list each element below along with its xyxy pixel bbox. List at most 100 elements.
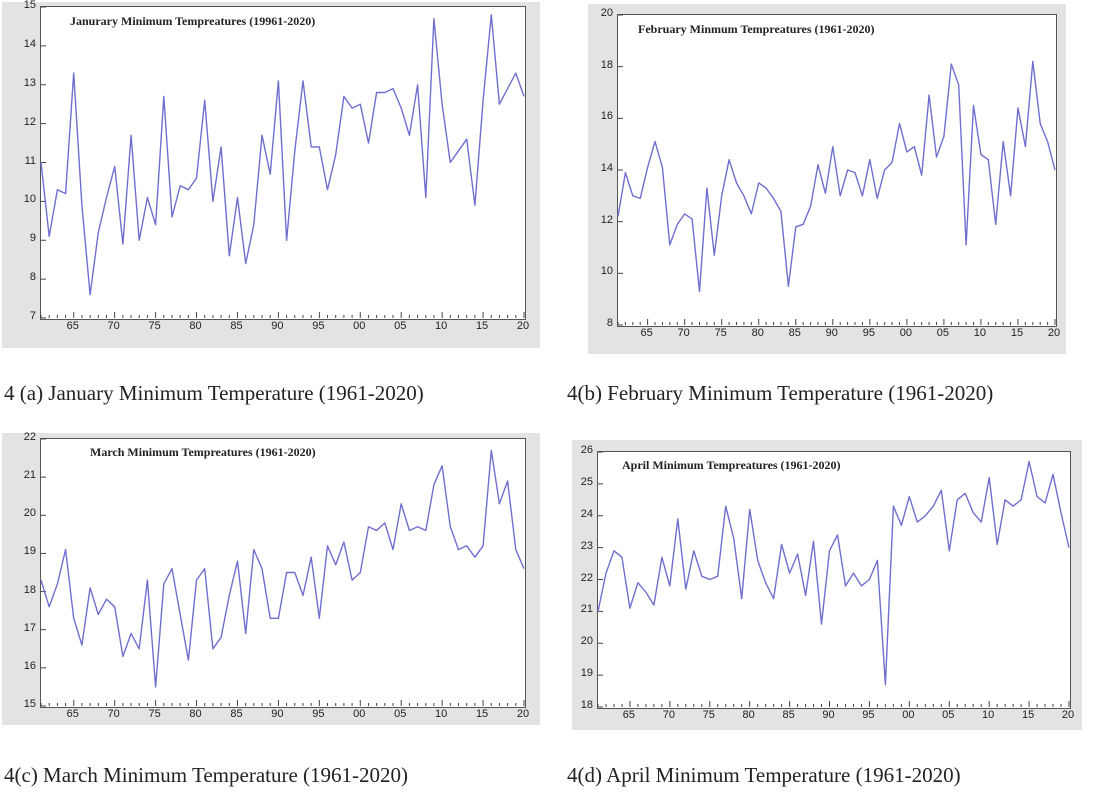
data-point	[326, 545, 328, 547]
x-tick-label: 70	[662, 709, 675, 721]
data-point	[645, 591, 647, 593]
data-point	[597, 610, 599, 612]
data-point	[474, 556, 476, 558]
y-tick-label: 15	[23, 698, 36, 710]
data-point	[457, 548, 459, 550]
data-point	[195, 177, 197, 179]
y-tick-label: 25	[580, 475, 593, 488]
data-point	[772, 597, 774, 599]
data-point	[996, 543, 998, 545]
data-point	[869, 158, 871, 160]
data-point	[179, 613, 181, 615]
data-point	[359, 571, 361, 573]
data-point	[244, 632, 246, 634]
data-point	[924, 515, 926, 517]
x-tick-label: 65	[640, 327, 653, 339]
data-point	[318, 617, 320, 619]
data-point	[449, 526, 451, 528]
y-tick-label: 14	[23, 37, 36, 50]
data-point	[449, 161, 451, 163]
x-tick-label: 80	[751, 327, 764, 339]
y-tick-label: 19	[23, 545, 36, 558]
data-point	[425, 529, 427, 531]
data-point	[868, 578, 870, 580]
data-point	[972, 511, 974, 513]
data-point	[146, 196, 148, 198]
series-line-march	[40, 449, 525, 688]
data-point	[113, 606, 115, 608]
x-tick-label: 75	[714, 327, 727, 339]
data-point	[920, 174, 922, 176]
data-point	[706, 187, 708, 189]
x-tick-label: 90	[822, 709, 835, 721]
x-tick-label: 00	[353, 320, 366, 332]
chart-title-april: April Minimum Tempreatures (1961-2020)	[622, 458, 841, 472]
data-point	[698, 290, 700, 292]
data-point	[474, 204, 476, 206]
series-line-april	[597, 460, 1070, 686]
data-point	[661, 556, 663, 558]
data-point	[1054, 169, 1056, 171]
data-point	[987, 158, 989, 160]
data-point	[187, 189, 189, 191]
data-point	[824, 192, 826, 194]
x-tick-label: 95	[312, 320, 325, 332]
data-point	[204, 567, 206, 569]
data-point	[105, 196, 107, 198]
data-point	[171, 216, 173, 218]
data-point	[56, 189, 58, 191]
data-point	[113, 165, 115, 167]
data-point	[351, 107, 353, 109]
x-tick-label: 20	[1047, 327, 1061, 339]
data-point	[908, 495, 910, 497]
y-tick-label: 20	[580, 635, 593, 648]
data-point	[400, 503, 402, 505]
x-tick-label: 75	[148, 708, 161, 720]
x-tick-label: 85	[230, 320, 243, 332]
data-point	[73, 72, 75, 74]
data-point	[891, 161, 893, 163]
data-point	[1046, 140, 1048, 142]
data-point	[898, 122, 900, 124]
data-point	[854, 171, 856, 173]
data-point	[956, 499, 958, 501]
data-point	[1036, 495, 1038, 497]
data-point	[425, 196, 427, 198]
data-point	[669, 244, 671, 246]
y-tick-label: 20	[600, 7, 613, 19]
y-tick-label: 19	[580, 667, 593, 680]
x-tick-label: 70	[107, 320, 120, 332]
x-tick-label: 90	[825, 327, 838, 339]
y-tick-label: 9	[29, 232, 36, 245]
y-tick-label: 10	[600, 265, 613, 278]
data-point	[441, 465, 443, 467]
data-point	[244, 262, 246, 264]
data-point	[105, 598, 107, 600]
data-point	[56, 583, 58, 585]
data-point	[130, 134, 132, 136]
data-point	[64, 192, 66, 194]
data-point	[163, 583, 165, 585]
data-point	[416, 526, 418, 528]
x-tick-label: 85	[782, 709, 795, 721]
data-point	[817, 164, 819, 166]
data-point	[48, 235, 50, 237]
x-tick-label: 10	[982, 709, 995, 721]
data-point	[220, 636, 222, 638]
x-tick-label: 80	[189, 320, 202, 332]
x-tick-label: 95	[312, 708, 325, 720]
data-point	[1044, 502, 1046, 504]
data-point	[964, 492, 966, 494]
data-point	[384, 522, 386, 524]
data-point	[743, 195, 745, 197]
data-point	[713, 254, 715, 256]
data-point	[277, 80, 279, 82]
data-point	[302, 594, 304, 596]
data-point	[302, 80, 304, 82]
data-point	[310, 556, 312, 558]
y-tick-label: 20	[23, 507, 36, 520]
data-point	[948, 550, 950, 552]
y-tick-label: 17	[23, 621, 36, 634]
data-point	[725, 505, 727, 507]
data-point	[1024, 146, 1026, 148]
